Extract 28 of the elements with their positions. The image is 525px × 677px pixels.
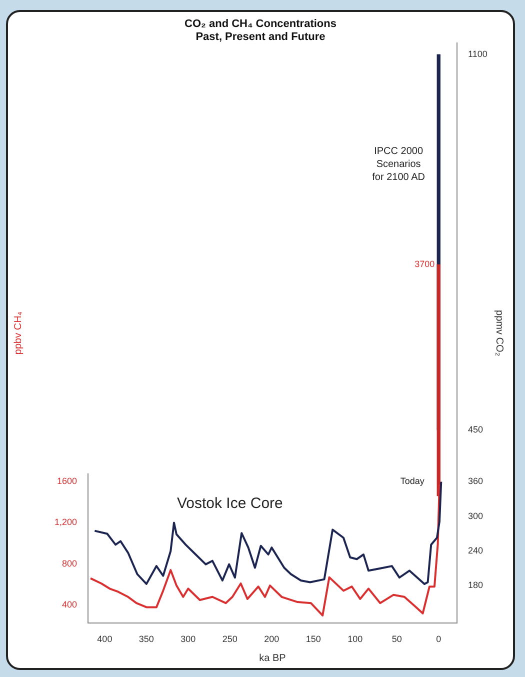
y2-axis-title: ppmv CO₂ <box>493 310 504 356</box>
y2-tick-label: 300 <box>468 510 484 521</box>
x-tick-label: 200 <box>264 634 280 644</box>
x-tick-label: 50 <box>392 634 402 644</box>
x-tick-label: 250 <box>222 634 238 644</box>
annotation: 3700 <box>414 259 435 270</box>
y-tick-label: 1,200 <box>54 517 77 528</box>
y-axis-title: ppbv CH₄ <box>12 312 24 355</box>
chart-subtitle: Past, Present and Future <box>196 31 326 44</box>
x-tick-label: 350 <box>138 634 154 644</box>
x-tick-label: 0 <box>436 634 442 644</box>
annotation: Today <box>400 476 425 486</box>
y-tick-label: 1600 <box>56 476 77 486</box>
x-tick-label: 150 <box>306 634 321 644</box>
y2-tick-label: 360 <box>468 476 484 486</box>
annotation: IPCC 2000 Scenarios for 2100 AD <box>372 146 425 184</box>
y2-tick-label: 180 <box>468 580 484 590</box>
y2-tick-label: 240 <box>468 546 484 556</box>
y2-tick-label: 450 <box>468 424 484 434</box>
annotation: Vostok Ice Core <box>176 495 283 512</box>
x-tick-label: 400 <box>97 634 112 644</box>
x-tick-label: 100 <box>348 634 363 644</box>
y-tick-label: 400 <box>62 600 77 610</box>
chart-title: CO₂ and CH₄ Concentrations <box>184 18 336 30</box>
y2-tick-label: 1100 <box>468 49 488 60</box>
x-tick-label: 300 <box>180 634 196 644</box>
x-axis-title: ka BP <box>259 652 286 664</box>
y-tick-label: 800 <box>62 558 77 568</box>
